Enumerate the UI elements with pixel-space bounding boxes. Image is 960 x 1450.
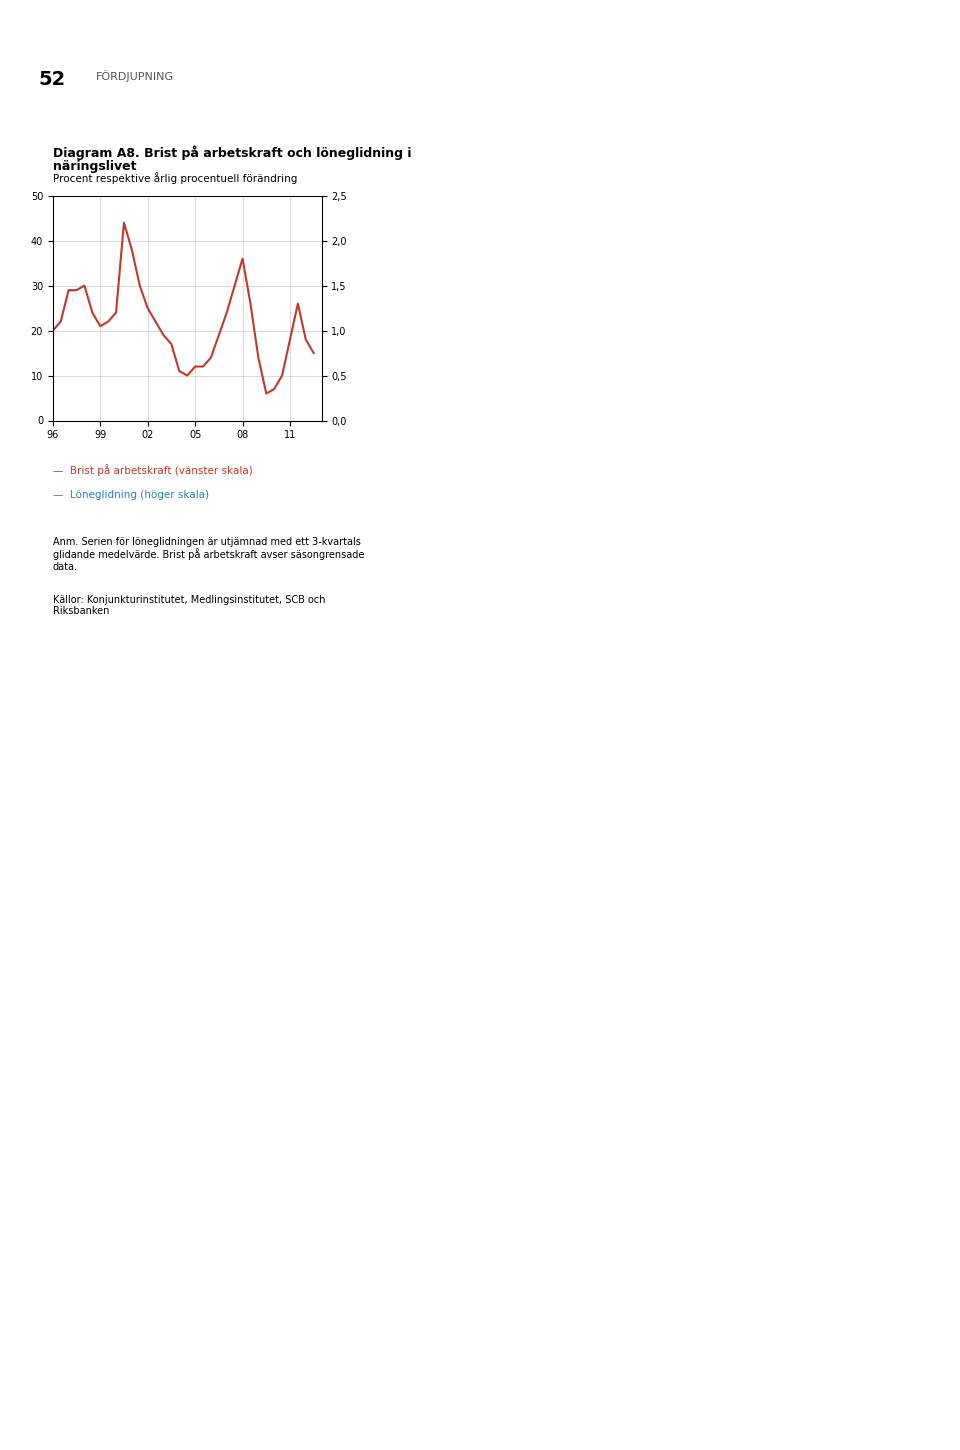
Text: Källor: Konjunkturinstitutet, Medlingsinstitutet, SCB och
Riksbanken: Källor: Konjunkturinstitutet, Medlingsin… <box>53 594 325 616</box>
Text: Procent respektive årlig procentuell förändring: Procent respektive årlig procentuell för… <box>53 173 298 184</box>
Text: 52: 52 <box>38 70 65 88</box>
Text: —  Brist på arbetskraft (vänster skala): — Brist på arbetskraft (vänster skala) <box>53 464 252 476</box>
Text: näringslivet: näringslivet <box>53 160 136 173</box>
Text: Diagram A8. Brist på arbetskraft och löneglidning i: Diagram A8. Brist på arbetskraft och lön… <box>53 145 411 160</box>
Text: Anm. Serien för löneglidningen är utjämnad med ett 3-kvartals
glidande medelvärd: Anm. Serien för löneglidningen är utjämn… <box>53 536 364 571</box>
Text: FÖRDJUPNING: FÖRDJUPNING <box>96 70 174 81</box>
Text: —  Löneglidning (höger skala): — Löneglidning (höger skala) <box>53 490 209 500</box>
